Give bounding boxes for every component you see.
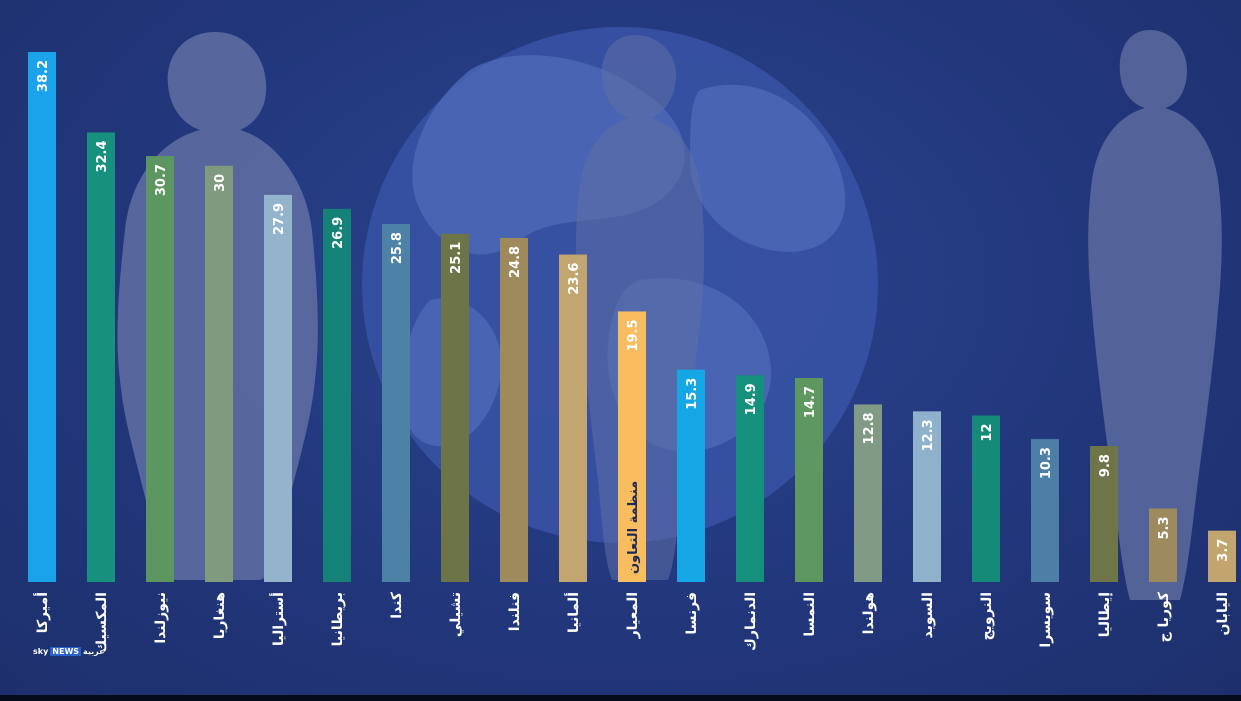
category-label-13: الدنمارك <box>743 592 759 651</box>
value-label-3: 30.7 <box>154 164 169 196</box>
category-label-18: سويسرا <box>1038 592 1054 648</box>
bar-9 <box>500 237 528 582</box>
category-label-8: تشيلي <box>448 592 464 637</box>
bars-layer: 38.2 أميركا 32.4 المكسيك 30.7 نيوزلندا 30 هنغار… <box>28 52 1236 653</box>
value-label-7: 25.8 <box>390 232 405 264</box>
sky-news-arabia-logo: sky NEWS عربية <box>33 645 105 657</box>
category-label-4: هنغاريا <box>212 592 228 639</box>
value-label-2: 32.4 <box>95 140 110 172</box>
value-label-4: 30 <box>213 174 228 192</box>
value-label-17: 12 <box>980 424 995 442</box>
bar-16 <box>913 411 941 582</box>
value-label-11: 19.5 <box>626 319 641 351</box>
bar-17 <box>972 415 1000 582</box>
category-label-19: إيطاليا <box>1097 592 1113 637</box>
logo-sky-text: sky <box>33 646 49 656</box>
value-label-19: 9.8 <box>1098 454 1113 477</box>
value-label-18: 10.3 <box>1039 447 1054 479</box>
bar-13 <box>736 375 764 582</box>
bar-8 <box>441 233 469 583</box>
value-label-14: 14.7 <box>803 386 818 418</box>
highlight-inbar-label: منظمة التعاون <box>626 481 641 574</box>
value-label-21: 3.7 <box>1216 539 1231 562</box>
bar-12 <box>677 369 705 582</box>
bar-21 <box>1208 530 1236 582</box>
category-label-11: المعيار <box>625 592 641 639</box>
category-label-16: السويد <box>920 592 936 638</box>
logo-news-text: NEWS <box>50 646 82 656</box>
value-label-10: 23.6 <box>567 263 582 295</box>
bar-6 <box>323 208 351 583</box>
value-label-8: 25.1 <box>449 242 464 274</box>
category-label-7: كندا <box>389 591 405 619</box>
bar-1 <box>28 52 56 582</box>
bar-18 <box>1031 439 1059 582</box>
category-label-5: أستراليا <box>269 592 287 646</box>
slim-silhouette <box>1088 30 1222 600</box>
value-label-13: 14.9 <box>744 383 759 415</box>
category-label-21: اليابان <box>1215 592 1231 636</box>
category-label-9: فنلندا <box>507 592 523 631</box>
logo-arabic-text: عربية <box>83 646 105 656</box>
bar-3 <box>146 156 174 582</box>
value-label-15: 12.8 <box>862 412 877 444</box>
value-label-9: 24.8 <box>508 246 523 278</box>
bottom-strip <box>0 695 1241 701</box>
value-label-12: 15.3 <box>685 378 700 410</box>
category-label-20: كوريا ج <box>1156 591 1172 642</box>
globe-land-shapes <box>401 55 846 452</box>
category-label-12: فرنسا <box>684 592 700 635</box>
bar-5 <box>264 194 292 582</box>
value-label-6: 26.9 <box>331 217 346 249</box>
bar-10 <box>559 254 587 583</box>
category-label-15: هولندا <box>861 592 877 634</box>
category-label-17: النرويج <box>979 592 995 641</box>
bar-11 <box>618 311 646 582</box>
value-label-1: 38.2 <box>36 60 51 92</box>
value-label-20: 5.3 <box>1157 516 1172 539</box>
bar-15 <box>854 404 882 582</box>
category-label-6: بريطانيا <box>330 592 346 646</box>
category-label-10: ألمانيا <box>564 592 582 633</box>
value-label-16: 12.3 <box>921 419 936 451</box>
average-silhouette <box>575 35 705 580</box>
bar-2 <box>87 132 115 583</box>
bar-20 <box>1149 508 1177 582</box>
bar-19 <box>1090 446 1118 582</box>
category-label-1: أميركا <box>33 592 51 633</box>
bar-14 <box>795 378 823 582</box>
category-label-3: نيوزلندا <box>153 592 169 644</box>
bar-7 <box>382 224 410 583</box>
bar-4 <box>205 165 233 582</box>
category-label-14: النمسا <box>802 592 818 637</box>
category-label-2: المكسيك <box>94 592 110 653</box>
value-label-5: 27.9 <box>272 203 287 235</box>
